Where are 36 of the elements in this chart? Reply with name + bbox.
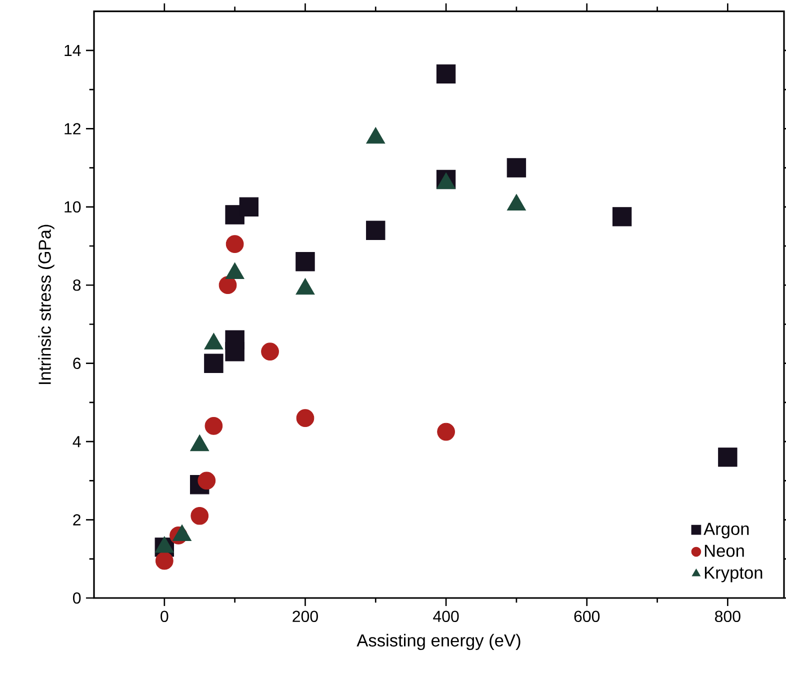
y-tick-label: 6	[73, 358, 81, 369]
point	[296, 252, 315, 272]
y-axis-title: Intrinsic stress (GPa)	[38, 224, 54, 384]
point	[190, 506, 209, 525]
x-tick-label: 800	[715, 610, 740, 622]
point	[436, 64, 456, 84]
x-tick-label: 0	[160, 610, 168, 622]
legend-label: Krypton	[704, 566, 762, 582]
point	[296, 409, 314, 428]
point	[155, 552, 174, 570]
point	[261, 342, 279, 361]
y-tick-label: 8	[73, 279, 81, 291]
point	[204, 416, 223, 435]
y-tick-label: 10	[64, 201, 81, 213]
point	[612, 207, 632, 226]
point	[239, 197, 259, 216]
y-tick-label: 0	[73, 592, 81, 604]
x-tick-label: 400	[433, 610, 459, 622]
point	[198, 472, 216, 490]
x-axis-title: Assisting energy (eV)	[356, 634, 520, 650]
point	[225, 330, 244, 350]
point	[718, 448, 738, 467]
y-tick-label: 2	[73, 514, 80, 526]
y-tick-label: 12	[64, 123, 80, 134]
point	[506, 158, 526, 178]
y-tick-label: 14	[64, 44, 81, 56]
point	[204, 354, 224, 373]
point	[226, 235, 244, 253]
point	[437, 422, 455, 441]
point	[218, 276, 237, 294]
legend-label: Argon	[704, 522, 749, 538]
x-tick-label: 600	[574, 610, 600, 622]
legend-label: Neon	[704, 544, 744, 557]
x-tick-label: 200	[292, 610, 318, 622]
point	[366, 220, 386, 240]
y-tick-label: 4	[72, 436, 81, 448]
